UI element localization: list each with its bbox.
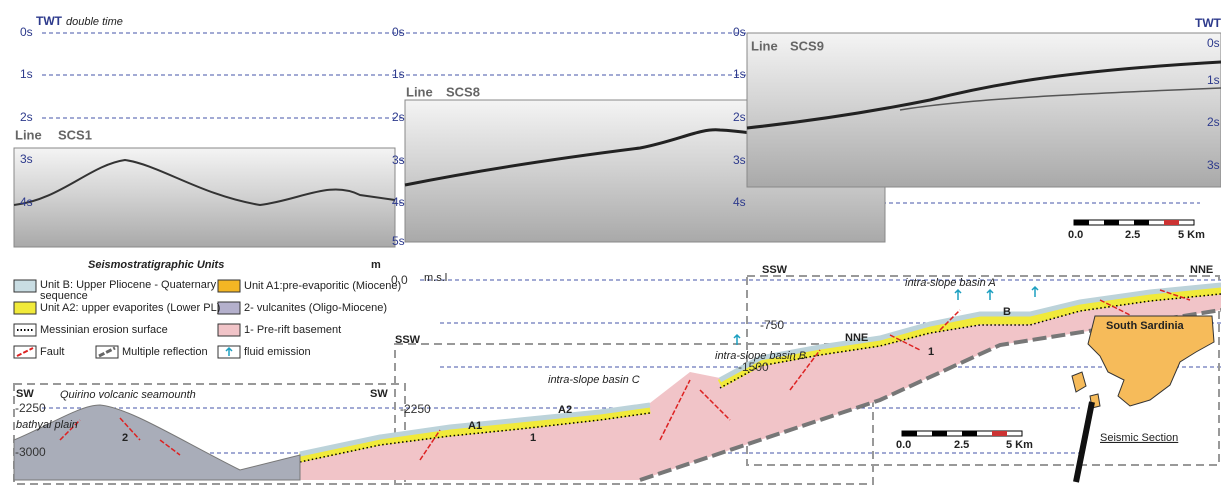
scale-bar-2-part bbox=[992, 431, 1007, 436]
3-2: 2s bbox=[1207, 115, 1220, 129]
scale-bar-2: 0.0 2.5 5 Km bbox=[896, 431, 1033, 451]
0-name: SCS1 bbox=[58, 127, 92, 142]
1-0: Unit A2: upper evaporites (Lower PL) bbox=[40, 302, 220, 314]
geology-part-part bbox=[987, 290, 993, 300]
twt-note: double time bbox=[66, 16, 123, 28]
0-4: 4s bbox=[20, 195, 33, 209]
scale-bar-part bbox=[1134, 220, 1149, 225]
scale-bar-part bbox=[1164, 220, 1179, 225]
2-name: SCS9 bbox=[790, 38, 824, 53]
geology-part-part bbox=[1032, 287, 1038, 297]
0-1: sequence bbox=[40, 290, 88, 302]
1-4: 4s bbox=[392, 195, 405, 209]
geology-part bbox=[14, 405, 300, 480]
0-2: 2s bbox=[20, 110, 33, 124]
basins-2: intra-slope basin A bbox=[905, 277, 996, 289]
0-2: 5 Km bbox=[1178, 229, 1205, 241]
legend-swatches-part bbox=[218, 302, 240, 314]
1-name: SCS8 bbox=[446, 84, 480, 99]
map-part bbox=[1076, 402, 1092, 482]
2-0: Messinian erosion surface bbox=[40, 324, 168, 336]
scale-bar-part bbox=[1104, 220, 1119, 225]
unit: m bbox=[371, 259, 381, 271]
legend-swatches-part bbox=[218, 324, 240, 336]
0-1: 1s bbox=[20, 67, 33, 81]
map-label: South Sardinia bbox=[1106, 320, 1185, 332]
2-4: 4s bbox=[733, 195, 746, 209]
units-4: 1 bbox=[928, 346, 934, 358]
3-0: Fault bbox=[40, 346, 64, 358]
0-3: 3s bbox=[20, 152, 33, 166]
legend-swatches-part bbox=[14, 302, 36, 314]
8-0: fluid emission bbox=[244, 346, 311, 358]
directions-5: SW bbox=[370, 388, 388, 400]
2-2: 2s bbox=[733, 110, 746, 124]
2-3: 3s bbox=[733, 153, 746, 167]
basins-1: intra-slope basin B bbox=[715, 350, 806, 362]
units-3: A2 bbox=[558, 404, 572, 416]
map bbox=[1072, 316, 1214, 482]
depths-4: -3000 bbox=[15, 445, 46, 459]
scale-bar-2-part bbox=[932, 431, 947, 436]
units-2: A1 bbox=[468, 420, 482, 432]
3-3: 3s bbox=[1207, 158, 1220, 172]
sea-level: 0.0 bbox=[391, 273, 408, 287]
2-1: 1s bbox=[733, 67, 746, 81]
directions-0: SSW bbox=[762, 264, 788, 276]
scale-bar: 0.0 2.5 5 Km bbox=[1068, 220, 1205, 241]
depths-3: -2250 bbox=[15, 401, 46, 415]
3-0: 0s bbox=[1207, 36, 1220, 50]
map-section: Seismic Section bbox=[1100, 432, 1178, 444]
depths-0: -750 bbox=[760, 318, 784, 332]
7-0: 1- Pre-rift basement bbox=[244, 324, 341, 336]
3-1: 1s bbox=[1207, 73, 1220, 87]
depths-2: -2250 bbox=[400, 402, 431, 416]
units-0: 2 bbox=[122, 432, 128, 444]
map-part bbox=[1072, 372, 1086, 392]
4-0: Multiple reflection bbox=[122, 346, 208, 358]
directions-1: NNE bbox=[1190, 264, 1213, 276]
6-0: 2- vulcanites (Oligo-Miocene) bbox=[244, 302, 387, 314]
1-2: 5 Km bbox=[1006, 439, 1033, 451]
legend-swatches-part bbox=[218, 280, 240, 292]
1-0: 0s bbox=[392, 25, 405, 39]
basins-0: intra-slope basin C bbox=[548, 374, 640, 386]
directions-3: NNE bbox=[845, 332, 868, 344]
units-5: B bbox=[1003, 306, 1011, 318]
5-0: Unit A1:pre-evaporitic (Miocene) bbox=[244, 280, 401, 292]
0-0: 0s bbox=[20, 25, 33, 39]
scale-bar-part bbox=[1074, 220, 1089, 225]
0-prefix: Line bbox=[15, 127, 42, 142]
seismic-panels bbox=[14, 33, 1221, 247]
geology-part-part bbox=[955, 290, 961, 300]
scale-bar-2-part bbox=[962, 431, 977, 436]
1-prefix: Line bbox=[406, 84, 433, 99]
scale-bar-2-part bbox=[902, 431, 917, 436]
directions-2: SSW bbox=[395, 334, 421, 346]
twt-right: TWT bbox=[1195, 16, 1221, 30]
1-1: 1s bbox=[392, 67, 405, 81]
1-5: 5s bbox=[392, 234, 405, 248]
1-0: 0.0 bbox=[896, 439, 911, 451]
depths-1: -1500 bbox=[738, 360, 769, 374]
0-0: 0.0 bbox=[1068, 229, 1083, 241]
plain: bathyal plain bbox=[16, 419, 78, 431]
0-1: 2.5 bbox=[1125, 229, 1140, 241]
legend-title: Seismostratigraphic Units bbox=[88, 259, 224, 271]
1-1: 2.5 bbox=[954, 439, 969, 451]
1-3: 3s bbox=[392, 153, 405, 167]
seamount: Quirino volcanic seamounth bbox=[60, 389, 196, 401]
twt: TWT bbox=[36, 14, 63, 28]
seismic-panels-part bbox=[14, 148, 395, 247]
seismic-panels-part bbox=[747, 33, 1221, 187]
figure: TWT double time TWT 0s 1s 2s 3s 4s 0s 1s 2s 3s 4… bbox=[0, 0, 1221, 490]
units-1: 1 bbox=[530, 432, 536, 444]
2-prefix: Line bbox=[751, 38, 778, 53]
legend-swatches-part bbox=[14, 280, 36, 292]
1-2: 2s bbox=[392, 110, 405, 124]
sea-level-note: m.s.l bbox=[424, 272, 447, 284]
2-0: 0s bbox=[733, 25, 746, 39]
directions-4: SW bbox=[16, 388, 34, 400]
